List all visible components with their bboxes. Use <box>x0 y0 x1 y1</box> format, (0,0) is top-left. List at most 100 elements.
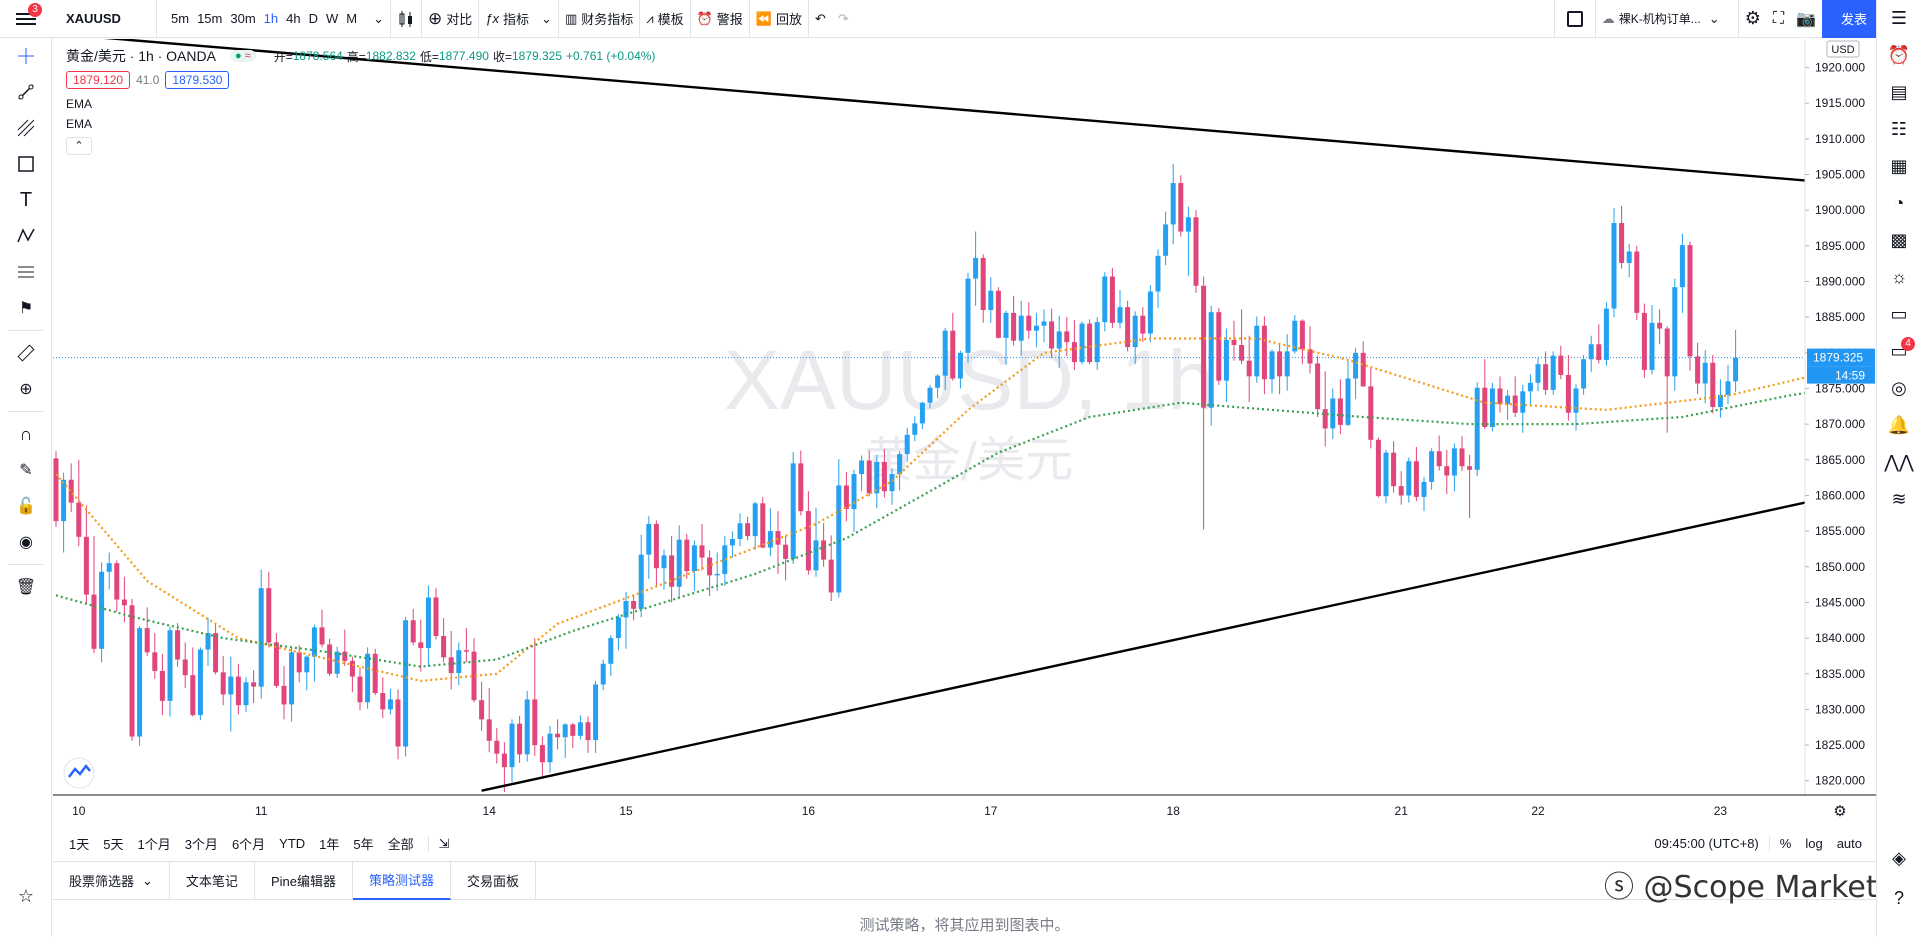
candle[interactable] <box>1603 308 1609 360</box>
news-button[interactable]: ▤ <box>1877 74 1920 111</box>
candle[interactable] <box>1193 217 1199 286</box>
candle[interactable] <box>775 531 781 545</box>
candle[interactable] <box>866 460 872 494</box>
measure-tool[interactable] <box>0 335 52 371</box>
main-menu-button[interactable]: 3 <box>0 0 52 38</box>
candle[interactable] <box>159 670 165 701</box>
candle[interactable] <box>562 724 568 738</box>
candle[interactable] <box>357 676 363 703</box>
candle[interactable] <box>1649 322 1655 370</box>
candle[interactable] <box>1299 320 1305 350</box>
candle[interactable] <box>1261 325 1267 380</box>
candle[interactable] <box>608 638 614 664</box>
candle[interactable] <box>448 657 454 674</box>
candle[interactable] <box>1573 388 1579 413</box>
candle[interactable] <box>1231 339 1237 345</box>
candle[interactable] <box>311 627 317 657</box>
publish-button[interactable]: 发表 <box>1822 0 1886 38</box>
chat-button[interactable]: ▭ <box>1877 296 1920 333</box>
candle[interactable] <box>486 719 492 741</box>
candle[interactable] <box>281 685 287 705</box>
calendar-button[interactable]: ▩ <box>1877 222 1920 259</box>
auto-toggle[interactable]: auto <box>1836 836 1862 851</box>
candle[interactable] <box>638 554 644 609</box>
indicator-ema-1[interactable]: EMA <box>66 97 93 111</box>
candle[interactable] <box>1406 461 1412 496</box>
candle[interactable] <box>600 663 606 685</box>
candle[interactable] <box>1322 409 1328 429</box>
candle[interactable] <box>387 699 393 710</box>
prediction-tool[interactable] <box>0 254 52 290</box>
candle[interactable] <box>1208 312 1214 408</box>
candle[interactable] <box>228 676 234 695</box>
candle[interactable] <box>53 458 59 522</box>
candle[interactable] <box>1550 355 1556 390</box>
candle[interactable] <box>1292 320 1298 352</box>
ema-fast-line[interactable] <box>55 337 1876 683</box>
candle[interactable] <box>1520 391 1526 413</box>
candle[interactable] <box>418 642 424 649</box>
settings-button[interactable]: ⚙ <box>1739 0 1767 38</box>
redo-button[interactable]: ↷ <box>832 0 855 38</box>
tab-pine-editor[interactable]: Pine编辑器 <box>255 861 353 900</box>
candle[interactable] <box>1079 323 1085 363</box>
templates-button[interactable]: ⩘ 模板 <box>640 0 689 38</box>
candle[interactable] <box>1277 351 1283 377</box>
candle[interactable] <box>106 563 112 572</box>
candle[interactable] <box>988 290 994 311</box>
candle[interactable] <box>266 588 272 643</box>
candle[interactable] <box>494 740 500 754</box>
indicator-ema-2[interactable]: EMA <box>66 117 93 131</box>
candle[interactable] <box>1398 486 1404 496</box>
candle[interactable] <box>950 330 956 379</box>
candle[interactable] <box>669 555 675 587</box>
candle[interactable] <box>1505 395 1511 405</box>
candle[interactable] <box>1132 315 1138 348</box>
candle[interactable] <box>593 684 599 741</box>
candle[interactable] <box>904 434 910 455</box>
collapse-legend-button[interactable]: ⌃ <box>66 137 92 155</box>
financials-button[interactable]: ▥ 财务指标 <box>559 0 639 38</box>
alerts-button[interactable]: ⏰ <box>1877 37 1920 74</box>
layout-toggle-button[interactable] <box>1555 0 1595 38</box>
candle[interactable] <box>213 633 219 673</box>
stay-drawing-tool[interactable]: ✎ <box>0 452 52 488</box>
candle[interactable] <box>1687 245 1693 357</box>
candle[interactable] <box>1109 276 1115 323</box>
candle[interactable] <box>1596 344 1602 360</box>
currency-label[interactable]: USD <box>1831 44 1854 56</box>
icon-tool[interactable]: ⚑ <box>0 290 52 326</box>
tab-strategy-tester[interactable]: 策略测试器 <box>352 861 451 900</box>
candle[interactable] <box>843 485 849 510</box>
indicators-button[interactable]: ƒx 指标 ⌄ <box>479 0 558 38</box>
candle[interactable] <box>349 660 355 677</box>
candle[interactable] <box>585 722 591 741</box>
candle[interactable] <box>1254 325 1260 377</box>
candle[interactable] <box>1702 362 1708 384</box>
candle[interactable] <box>1626 251 1632 263</box>
candle[interactable] <box>1033 325 1039 331</box>
candle[interactable] <box>395 699 401 747</box>
candle[interactable] <box>1641 312 1647 370</box>
magnet-tool[interactable]: ∩ <box>0 416 52 452</box>
candle[interactable] <box>425 597 431 649</box>
candle[interactable] <box>790 463 796 559</box>
trendline-tool[interactable] <box>0 74 52 110</box>
candle[interactable] <box>1497 388 1503 405</box>
candle[interactable] <box>1018 315 1024 341</box>
candle[interactable] <box>1565 374 1571 413</box>
candle[interactable] <box>874 461 880 494</box>
candle[interactable] <box>577 722 583 736</box>
candle[interactable] <box>1246 360 1252 377</box>
candle[interactable] <box>1353 352 1359 379</box>
candle[interactable] <box>653 523 659 569</box>
candle[interactable] <box>304 656 310 673</box>
candle[interactable] <box>137 628 143 737</box>
fullscreen-button[interactable]: ⛶ <box>1767 0 1790 38</box>
candle[interactable] <box>995 290 1001 338</box>
log-toggle[interactable]: log <box>1805 836 1823 851</box>
candle[interactable] <box>251 682 257 687</box>
streams-button[interactable]: ◎ <box>1877 370 1920 407</box>
crosshair-tool[interactable] <box>0 38 52 74</box>
candle[interactable] <box>1284 351 1290 377</box>
